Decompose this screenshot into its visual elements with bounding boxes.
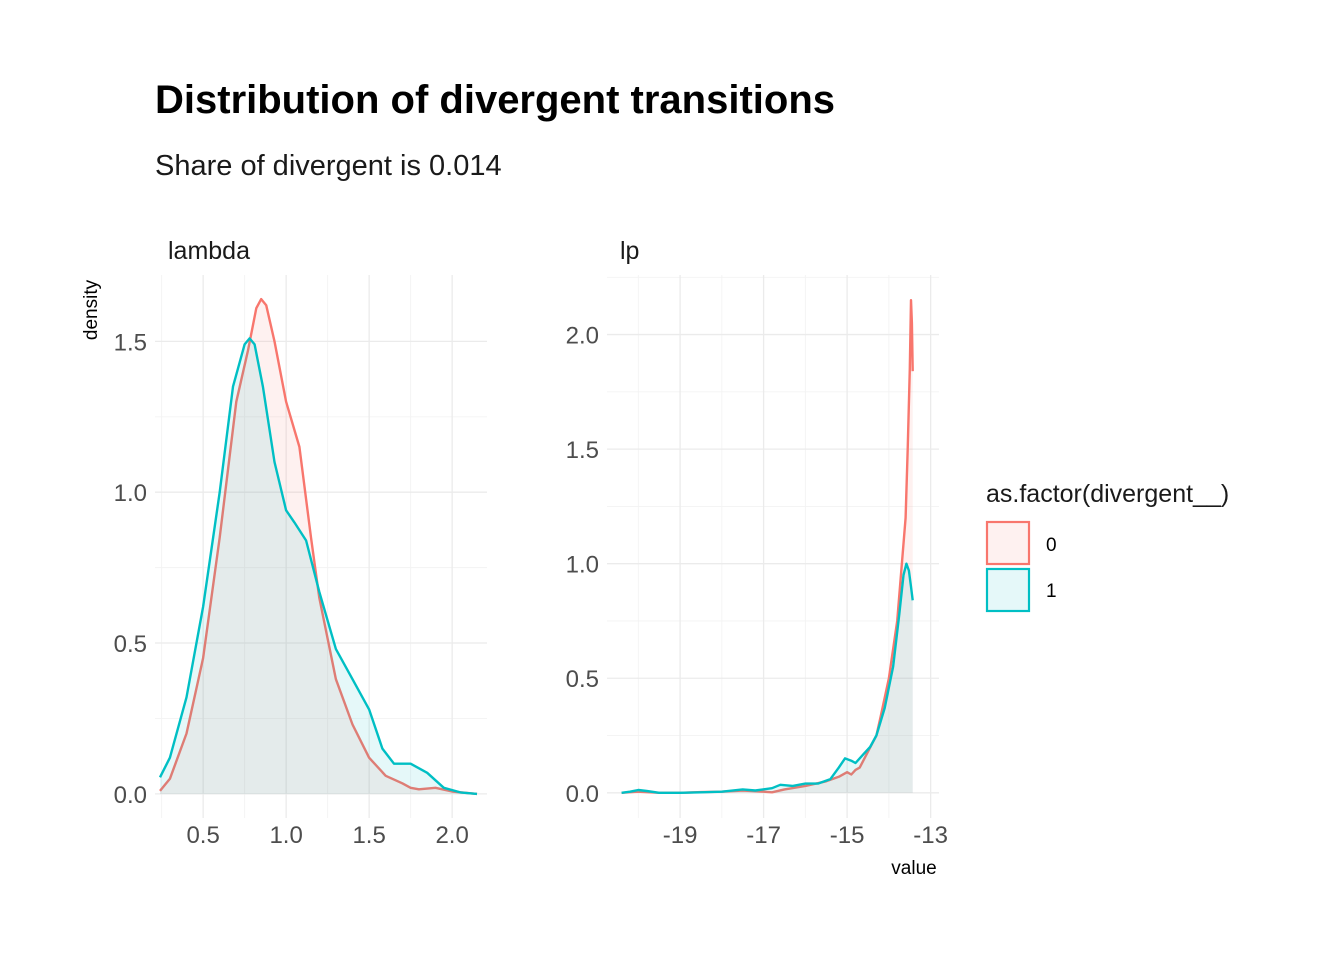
- strip-label-lambda: lambda: [168, 237, 250, 265]
- y-tick-label: 0.5: [114, 631, 147, 658]
- y-tick-label: 0.0: [114, 782, 147, 809]
- y-tick-label: 1.0: [566, 552, 599, 579]
- x-tick-label: -19: [663, 822, 698, 849]
- x-tick-label: 1.0: [269, 822, 302, 849]
- legend: as.factor(divergent__) 0 1: [985, 480, 1229, 613]
- y-tick-label: 1.0: [114, 480, 147, 507]
- x-tick-label: -15: [830, 822, 865, 849]
- density-line-0: [621, 299, 914, 794]
- density-area-0: [621, 300, 913, 793]
- density-line-0: [159, 297, 478, 796]
- y-tick-label: 2.0: [566, 323, 599, 350]
- x-tick-label: 2.0: [435, 822, 468, 849]
- panel-lambda: 0.5 1.0 1.5 2.0 0.0 0.5 1.0 1.5: [114, 275, 487, 849]
- y-tick-label: 0.5: [566, 666, 599, 693]
- y-axis-title: density: [81, 279, 102, 340]
- legend-item-1: 1: [985, 567, 1057, 613]
- x-tick-label: -17: [746, 822, 781, 849]
- y-tick-label: 0.0: [566, 781, 599, 808]
- strip-label-lp: lp: [620, 237, 639, 265]
- chart-subtitle: Share of divergent is 0.014: [155, 150, 502, 182]
- legend-title: as.factor(divergent__): [986, 480, 1229, 508]
- density-line-1: [621, 562, 914, 794]
- y-tick-label: 1.5: [114, 329, 147, 356]
- x-tick-label: 1.5: [352, 822, 385, 849]
- x-tick-label: 0.5: [186, 822, 219, 849]
- panel-lp: -19 -17 -15 -13 0.0 0.5 1.0 1.5 2.0: [566, 275, 948, 849]
- density-line-1: [158, 337, 478, 796]
- legend-key-0: [985, 520, 1031, 566]
- density-area-1: [160, 338, 477, 794]
- legend-label-0: 0: [1046, 535, 1057, 556]
- legend-key-1: [985, 567, 1031, 613]
- y-tick-label: 1.5: [566, 437, 599, 464]
- legend-label-1: 1: [1046, 581, 1057, 602]
- density-area-1: [621, 563, 913, 793]
- chart-title: Distribution of divergent transitions: [155, 78, 835, 122]
- density-area-0: [160, 299, 477, 794]
- x-axis-title: value: [891, 858, 936, 879]
- legend-item-0: 0: [985, 520, 1057, 566]
- x-tick-label: -13: [913, 822, 948, 849]
